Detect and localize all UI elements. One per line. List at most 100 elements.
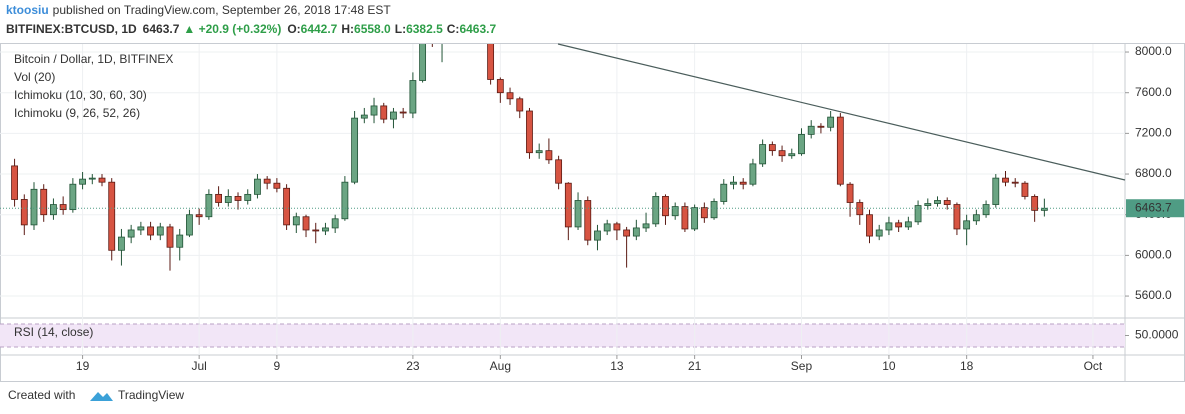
y-tick-label: 7600.0 [1135,85,1172,99]
y-tick-label: 7200.0 [1135,126,1172,140]
candle-body [992,177,1000,205]
candle-body [88,177,96,180]
candle-body [798,133,805,155]
created-with: Created with [8,388,75,402]
candle-body [584,200,592,241]
x-tick-label: 23 [406,359,420,373]
candle-body [574,200,582,228]
candle-body [972,214,980,222]
y-tick-label: 6000.0 [1135,248,1172,262]
candle-body [156,226,164,236]
x-tick-label: Sep [791,359,813,373]
candle-body [603,223,611,232]
candle-body [516,98,524,112]
candle-body [594,230,601,241]
candle-body [118,236,125,251]
candle-body [263,178,271,184]
x-tick-label: 18 [960,359,974,373]
candle-body [759,144,767,165]
x-tick-label: 21 [688,359,702,373]
legend: Bitcoin / Dollar, 1D, BITFINEX Vol (20) I… [14,52,173,120]
change: ▲ +20.9 (+0.32%) [183,22,281,36]
candle-body [351,117,359,183]
candle-body [1002,177,1009,183]
x-tick-label: 9 [274,359,281,373]
candle-body [827,116,835,128]
candle-body [20,199,28,226]
axes: 5600.06000.06400.06800.07200.07600.08000… [76,44,1184,373]
candle-body [59,204,67,211]
candle-body [875,229,883,237]
candle-body [526,110,533,154]
candle-body [30,188,38,226]
candle-body [137,226,145,231]
candle-body [953,204,961,230]
candle-body [982,204,990,216]
candle-body [273,182,281,189]
candle-body [1011,181,1019,184]
candle-body [613,223,621,231]
symbol-line: BITFINEX:BTCUSD, 1D 6463.7 ▲ +20.9 (+0.32%… [6,22,496,36]
candle-body [176,234,184,248]
symbol: BITFINEX:BTCUSD, 1D [6,22,137,36]
ohlc-label: C: [447,22,460,36]
candle-body [147,226,154,236]
candle-body [681,206,689,230]
candle-body [419,44,427,81]
price: 6463.7 [143,22,180,36]
grid [0,44,1125,355]
candle-body [108,181,116,251]
logo [90,392,113,401]
candle-body [331,218,339,229]
candle-body [254,178,261,195]
candle-body [710,201,718,219]
y-tick-label: 5600.0 [1135,288,1172,302]
candle-body [866,214,873,237]
y-tick-label: 6800.0 [1135,166,1172,180]
candle-body [846,183,854,203]
candle-body [322,227,329,232]
candle-body [885,222,893,231]
candle-body [69,183,77,211]
candle-body [195,214,203,218]
candle-body [341,181,349,220]
candle-body [292,216,300,226]
candle-body [399,111,407,114]
candle-body [98,177,106,183]
candle-body [739,181,747,185]
candle-body [244,193,252,201]
candle-body [856,202,864,216]
candle-body [700,207,708,219]
ohlc-label: H: [341,22,354,36]
candle-body [283,187,291,226]
candle-body [642,223,650,229]
indicator-label: Ichimoku (9, 26, 52, 26) [14,106,140,120]
x-tick-label: 10 [882,359,896,373]
candle-body [817,125,825,128]
candle-body [545,150,553,161]
candle-body [127,229,135,238]
candle-body [380,105,388,120]
candle-body [788,153,796,157]
candle-body [302,216,310,231]
last-price-box [1126,199,1184,218]
candle-body [943,200,951,205]
candle-body [778,150,786,157]
candle-body [924,203,932,206]
candle-body [234,196,242,201]
rsi-label: RSI (14, close) [14,325,93,339]
last-price-label: 6463.7 [1135,200,1172,214]
candle-body [205,193,213,218]
header-line: ktoosiu published on TradingView.com, Sep… [6,3,391,17]
candle-body [768,144,776,152]
author: ktoosiu [6,3,49,17]
candle-body [409,80,417,114]
candle-body [1021,182,1029,197]
candle-body [487,44,495,80]
candle-body [496,79,504,94]
indicator-label: Vol (20) [14,70,55,84]
candle-body [720,183,728,202]
x-tick-label: Oct [1084,359,1103,373]
brand[interactable]: TradingView [118,388,184,402]
